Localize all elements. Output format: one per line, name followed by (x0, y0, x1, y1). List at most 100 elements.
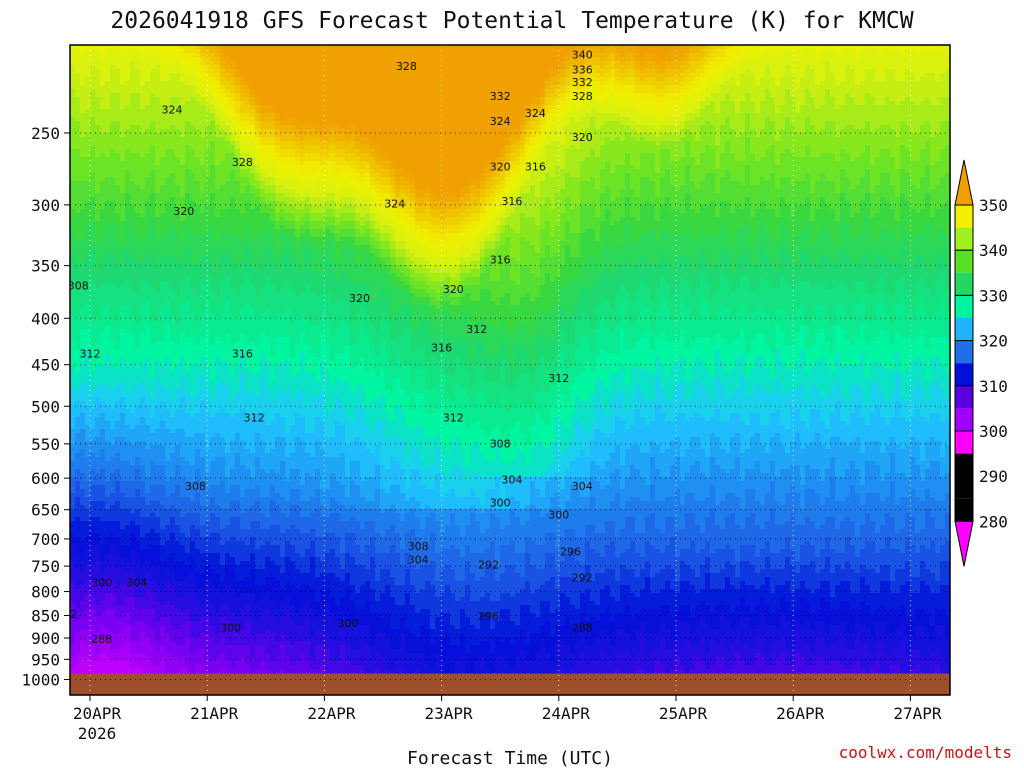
field-cell (170, 465, 176, 470)
field-cell (205, 421, 211, 426)
field-cell (75, 589, 81, 594)
field-cell (210, 661, 216, 666)
field-cell (185, 281, 191, 286)
field-cell (165, 453, 171, 458)
field-cell (215, 297, 221, 302)
field-cell (145, 169, 151, 174)
field-cell (210, 449, 216, 454)
field-cell (120, 105, 126, 110)
field-cell (205, 349, 211, 354)
field-cell (85, 77, 91, 82)
field-cell (130, 273, 136, 278)
field-cell (180, 573, 186, 578)
field-cell (140, 113, 146, 118)
field-cell (155, 597, 161, 602)
field-cell (75, 205, 81, 210)
field-cell (70, 497, 76, 502)
field-cell (185, 237, 191, 242)
field-cell (85, 97, 91, 102)
field-cell (170, 225, 176, 230)
field-cell (155, 161, 161, 166)
field-cell (180, 101, 186, 106)
field-cell (80, 521, 86, 526)
field-cell (95, 353, 101, 358)
field-cell (165, 81, 171, 86)
field-cell (85, 73, 91, 78)
field-cell (135, 549, 141, 554)
field-cell (220, 229, 226, 234)
field-cell (200, 61, 206, 66)
field-cell (175, 293, 181, 298)
field-cell (110, 409, 116, 414)
field-cell (165, 533, 171, 538)
field-cell (105, 349, 111, 354)
field-cell (70, 177, 76, 182)
field-cell (135, 209, 141, 214)
field-cell (85, 425, 91, 430)
field-cell (135, 609, 141, 614)
field-cell (90, 121, 96, 126)
field-cell (180, 493, 186, 498)
field-cell (75, 349, 81, 354)
field-cell (85, 229, 91, 234)
field-cell (135, 65, 141, 70)
field-cell (160, 205, 166, 210)
field-cell (120, 173, 126, 178)
field-cell (155, 669, 161, 674)
field-cell (170, 661, 176, 666)
field-cell (135, 429, 141, 434)
field-cell (140, 417, 146, 422)
field-cell (115, 97, 121, 102)
field-cell (185, 245, 191, 250)
field-cell (195, 629, 201, 634)
field-cell (210, 289, 216, 294)
field-cell (215, 125, 221, 130)
field-cell (160, 569, 166, 574)
field-cell (205, 221, 211, 226)
field-cell (115, 329, 121, 334)
field-cell (130, 293, 136, 298)
field-cell (90, 261, 96, 266)
field-cell (145, 77, 151, 82)
field-cell (215, 45, 221, 50)
field-cell (145, 665, 151, 670)
field-cell (215, 177, 221, 182)
field-cell (170, 645, 176, 650)
field-cell (95, 513, 101, 518)
field-cell (195, 657, 201, 662)
field-cell (90, 533, 96, 538)
field-cell (80, 101, 86, 106)
field-cell (205, 597, 211, 602)
field-cell (155, 593, 161, 598)
field-cell (100, 273, 106, 278)
field-cell (190, 241, 196, 246)
field-cell (80, 537, 86, 542)
field-cell (140, 141, 146, 146)
field-cell (165, 665, 171, 670)
field-cell (140, 537, 146, 542)
field-cell (100, 421, 106, 426)
field-cell (210, 109, 216, 114)
field-cell (85, 585, 91, 590)
field-cell (105, 97, 111, 102)
field-cell (110, 421, 116, 426)
field-cell (170, 49, 176, 54)
field-cell (210, 161, 216, 166)
field-cell (85, 533, 91, 538)
field-cell (180, 505, 186, 510)
field-cell (75, 401, 81, 406)
field-cell (125, 449, 131, 454)
field-cell (210, 253, 216, 258)
field-cell (205, 297, 211, 302)
field-cell (125, 413, 131, 418)
field-cell (115, 353, 121, 358)
field-cell (170, 501, 176, 506)
field-cell (110, 441, 116, 446)
field-cell (125, 341, 131, 346)
field-cell (180, 661, 186, 666)
field-cell (145, 657, 151, 662)
field-cell (115, 385, 121, 390)
field-cell (150, 357, 156, 362)
field-cell (110, 217, 116, 222)
field-cell (180, 517, 186, 522)
